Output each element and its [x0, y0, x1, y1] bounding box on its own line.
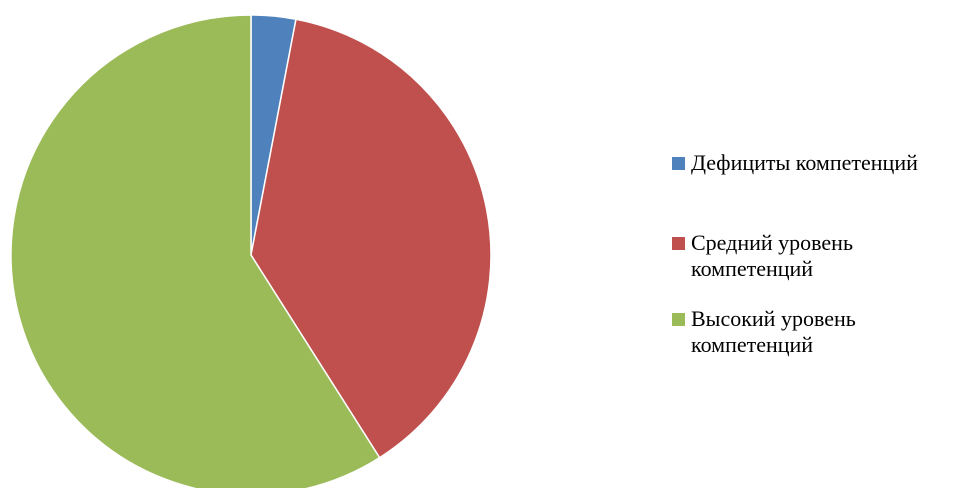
pie-slice-medium: [250, 18, 492, 459]
legend-item-deficit: Дефициты компетенций: [672, 150, 970, 176]
legend-swatch-medium: [672, 237, 685, 250]
legend-label-high: Высокий уровень компетенций: [691, 306, 856, 357]
legend-item-high: Высокий уровень компетенций: [672, 306, 891, 358]
legend-swatch-deficit: [672, 157, 685, 170]
legend-label-deficit: Дефициты компетенций: [691, 150, 918, 175]
pie-slice-high: [10, 14, 381, 488]
legend-label-medium: Средний уровень компетенций: [691, 230, 853, 281]
legend-swatch-high: [672, 313, 685, 326]
pie-plot-area: [10, 14, 492, 488]
legend-item-medium: Средний уровень компетенций: [672, 230, 891, 282]
